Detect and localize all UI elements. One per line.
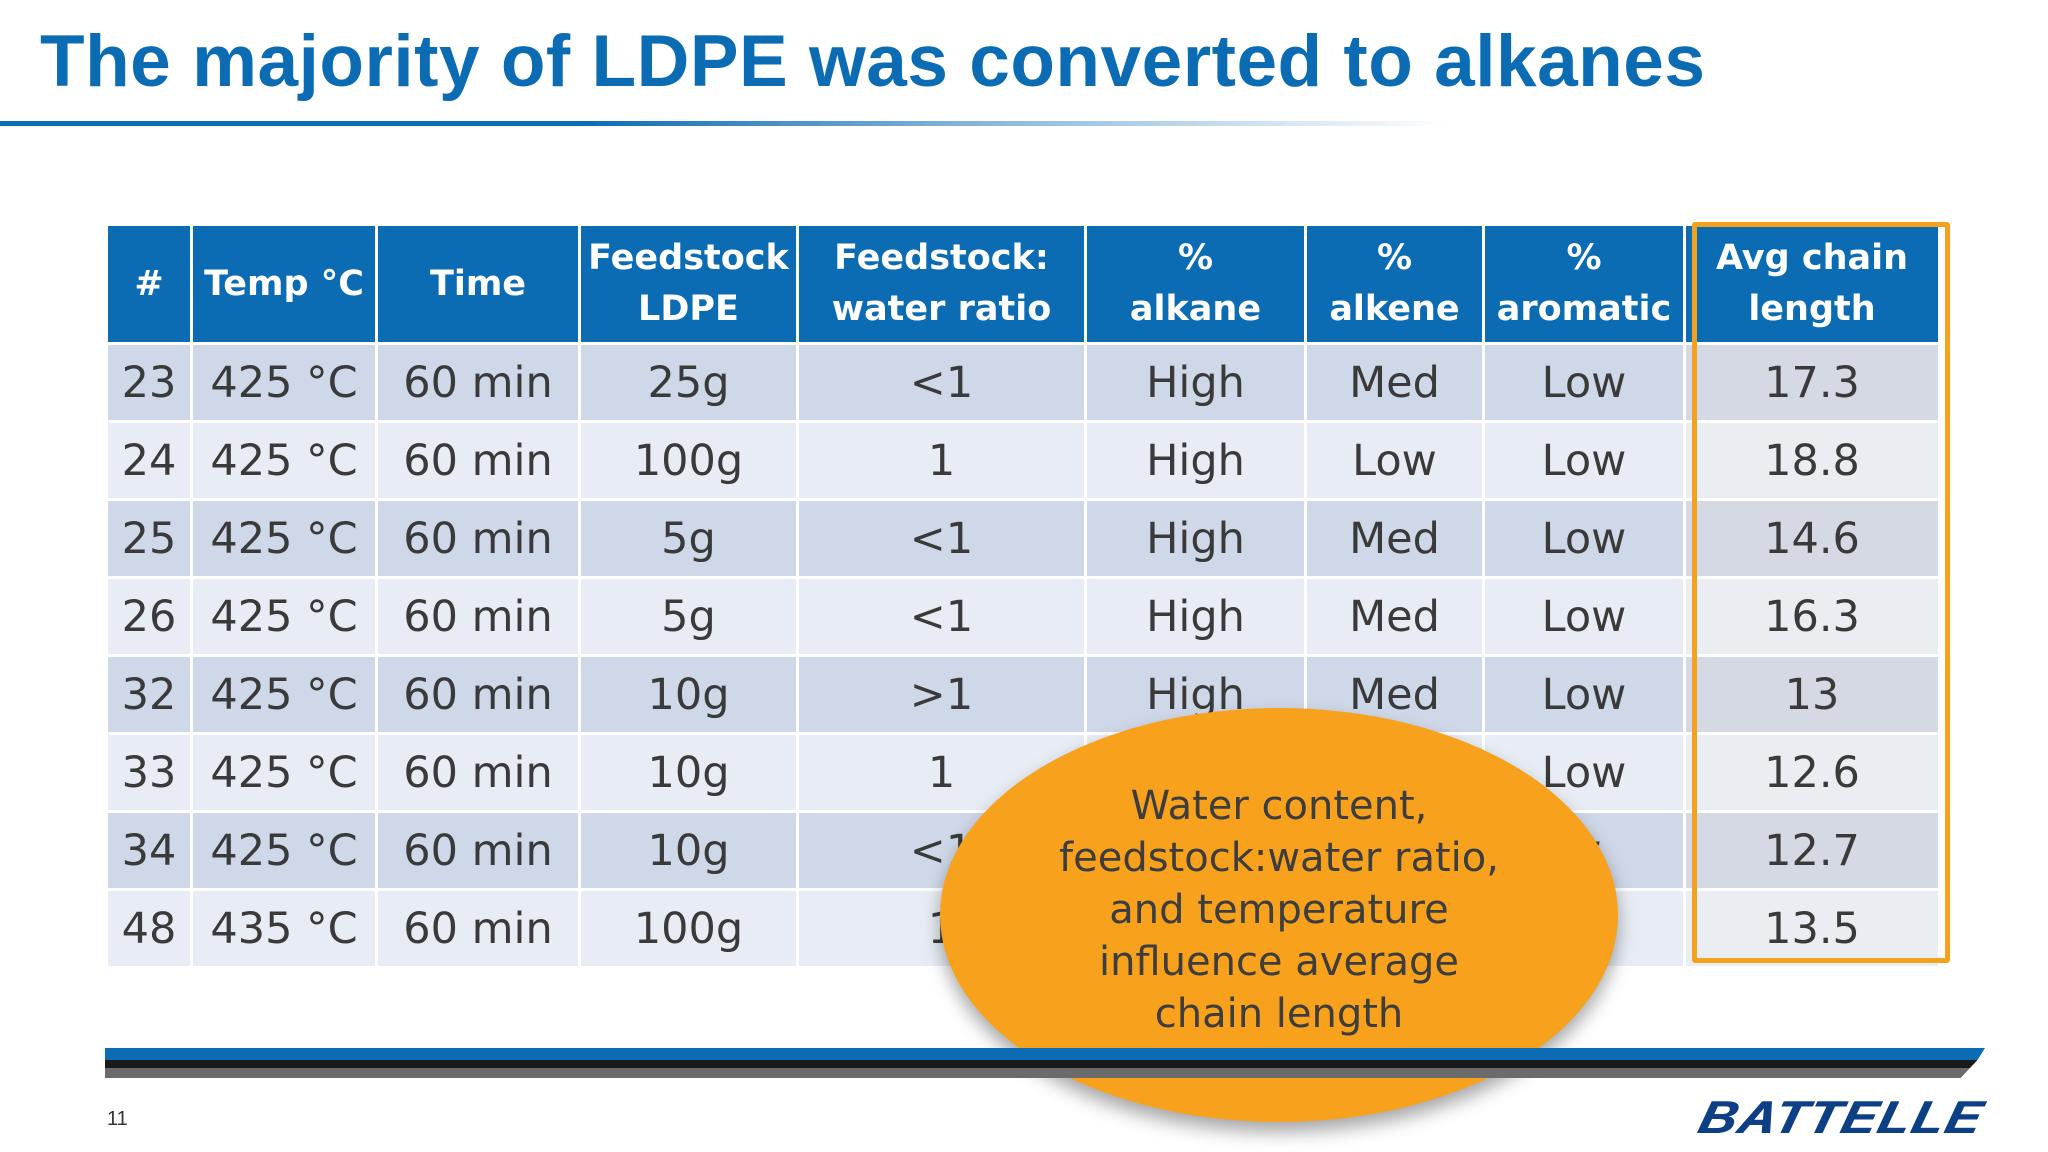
table-row: 25 425 °C 60 min 5g <1 High Med Low 14.6	[108, 501, 1938, 579]
cell-number: 32	[108, 657, 190, 735]
cell-temp: 425 °C	[193, 579, 375, 657]
callout-text: Water content, feedstock:water ratio, an…	[1059, 783, 1499, 1037]
cell-alkane: High	[1087, 345, 1304, 423]
cell-aromatic: Low	[1485, 345, 1683, 423]
cell-alkene: Low	[1307, 423, 1482, 501]
table-row: 26 425 °C 60 min 5g <1 High Med Low 16.3	[108, 579, 1938, 657]
cell-aromatic: Low	[1485, 657, 1683, 735]
slide-title: The majority of LDPE was converted to al…	[40, 21, 1706, 102]
cell-aromatic: Low	[1485, 423, 1683, 501]
cell-temp: 425 °C	[193, 501, 375, 579]
cell-time: 60 min	[378, 501, 578, 579]
cell-time: 60 min	[378, 735, 578, 813]
cell-temp: 425 °C	[193, 423, 375, 501]
cell-avg-chain-length: 16.3	[1686, 579, 1938, 657]
cell-avg-chain-length: 12.7	[1686, 813, 1938, 891]
cell-ratio: >1	[799, 657, 1084, 735]
cell-alkane: High	[1087, 501, 1304, 579]
header-avg-chain-length: Avg chain length	[1686, 226, 1938, 345]
cell-temp: 425 °C	[193, 345, 375, 423]
cell-ratio: <1	[799, 501, 1084, 579]
cell-avg-chain-length: 13.5	[1686, 891, 1938, 969]
cell-aromatic: Low	[1485, 501, 1683, 579]
cell-alkene: Med	[1307, 501, 1482, 579]
cell-avg-chain-length: 14.6	[1686, 501, 1938, 579]
cell-time: 60 min	[378, 345, 578, 423]
cell-feedstock: 10g	[581, 735, 796, 813]
cell-feedstock: 5g	[581, 579, 796, 657]
header-feedstock-ldpe: Feedstock LDPE	[581, 226, 796, 345]
cell-temp: 425 °C	[193, 735, 375, 813]
table-row: 24 425 °C 60 min 100g 1 High Low Low 18.…	[108, 423, 1938, 501]
header-number: #	[108, 226, 190, 345]
cell-alkane: High	[1087, 579, 1304, 657]
cell-time: 60 min	[378, 579, 578, 657]
cell-alkene: Med	[1307, 345, 1482, 423]
cell-feedstock: 10g	[581, 657, 796, 735]
header-time: Time	[378, 226, 578, 345]
footer-stripes	[105, 1048, 1985, 1078]
avg-chain-length-highlight	[1692, 222, 1950, 963]
cell-avg-chain-length: 17.3	[1686, 345, 1938, 423]
cell-number: 33	[108, 735, 190, 813]
cell-feedstock: 100g	[581, 891, 796, 969]
cell-temp: 425 °C	[193, 813, 375, 891]
cell-number: 25	[108, 501, 190, 579]
cell-number: 26	[108, 579, 190, 657]
cell-aromatic: Low	[1485, 579, 1683, 657]
table-row: 32 425 °C 60 min 10g >1 High Med Low 13	[108, 657, 1938, 735]
footer-stripe-blue	[105, 1048, 1985, 1060]
cell-ratio: <1	[799, 579, 1084, 657]
header-temp: Temp °C	[193, 226, 375, 345]
cell-number: 48	[108, 891, 190, 969]
cell-avg-chain-length: 13	[1686, 657, 1938, 735]
header-alkane: % alkane	[1087, 226, 1304, 345]
cell-feedstock: 5g	[581, 501, 796, 579]
battelle-logo: BATTELLE	[1693, 1091, 1990, 1143]
table-header-row: # Temp °C Time Feedstock LDPE Feedstock: w…	[108, 226, 1938, 345]
header-alkene: % alkene	[1307, 226, 1482, 345]
cell-ratio: <1	[799, 345, 1084, 423]
cell-time: 60 min	[378, 813, 578, 891]
footer-stripe-gray	[105, 1068, 1970, 1078]
cell-number: 34	[108, 813, 190, 891]
cell-temp: 435 °C	[193, 891, 375, 969]
cell-time: 60 min	[378, 423, 578, 501]
cell-time: 60 min	[378, 657, 578, 735]
cell-alkane: High	[1087, 423, 1304, 501]
cell-feedstock: 100g	[581, 423, 796, 501]
header-feedstock-water-ratio: Feedstock: water ratio	[799, 226, 1084, 345]
cell-feedstock: 10g	[581, 813, 796, 891]
table-row: 23 425 °C 60 min 25g <1 High Med Low 17.…	[108, 345, 1938, 423]
cell-feedstock: 25g	[581, 345, 796, 423]
cell-temp: 425 °C	[193, 657, 375, 735]
cell-avg-chain-length: 18.8	[1686, 423, 1938, 501]
cell-time: 60 min	[378, 891, 578, 969]
title-underline	[0, 121, 1450, 126]
header-aromatic: % aromatic	[1485, 226, 1683, 345]
cell-number: 23	[108, 345, 190, 423]
footer-stripe-black	[105, 1060, 1978, 1068]
cell-ratio: 1	[799, 423, 1084, 501]
cell-avg-chain-length: 12.6	[1686, 735, 1938, 813]
cell-number: 24	[108, 423, 190, 501]
page-number: 11	[107, 1108, 128, 1130]
cell-alkene: Med	[1307, 579, 1482, 657]
